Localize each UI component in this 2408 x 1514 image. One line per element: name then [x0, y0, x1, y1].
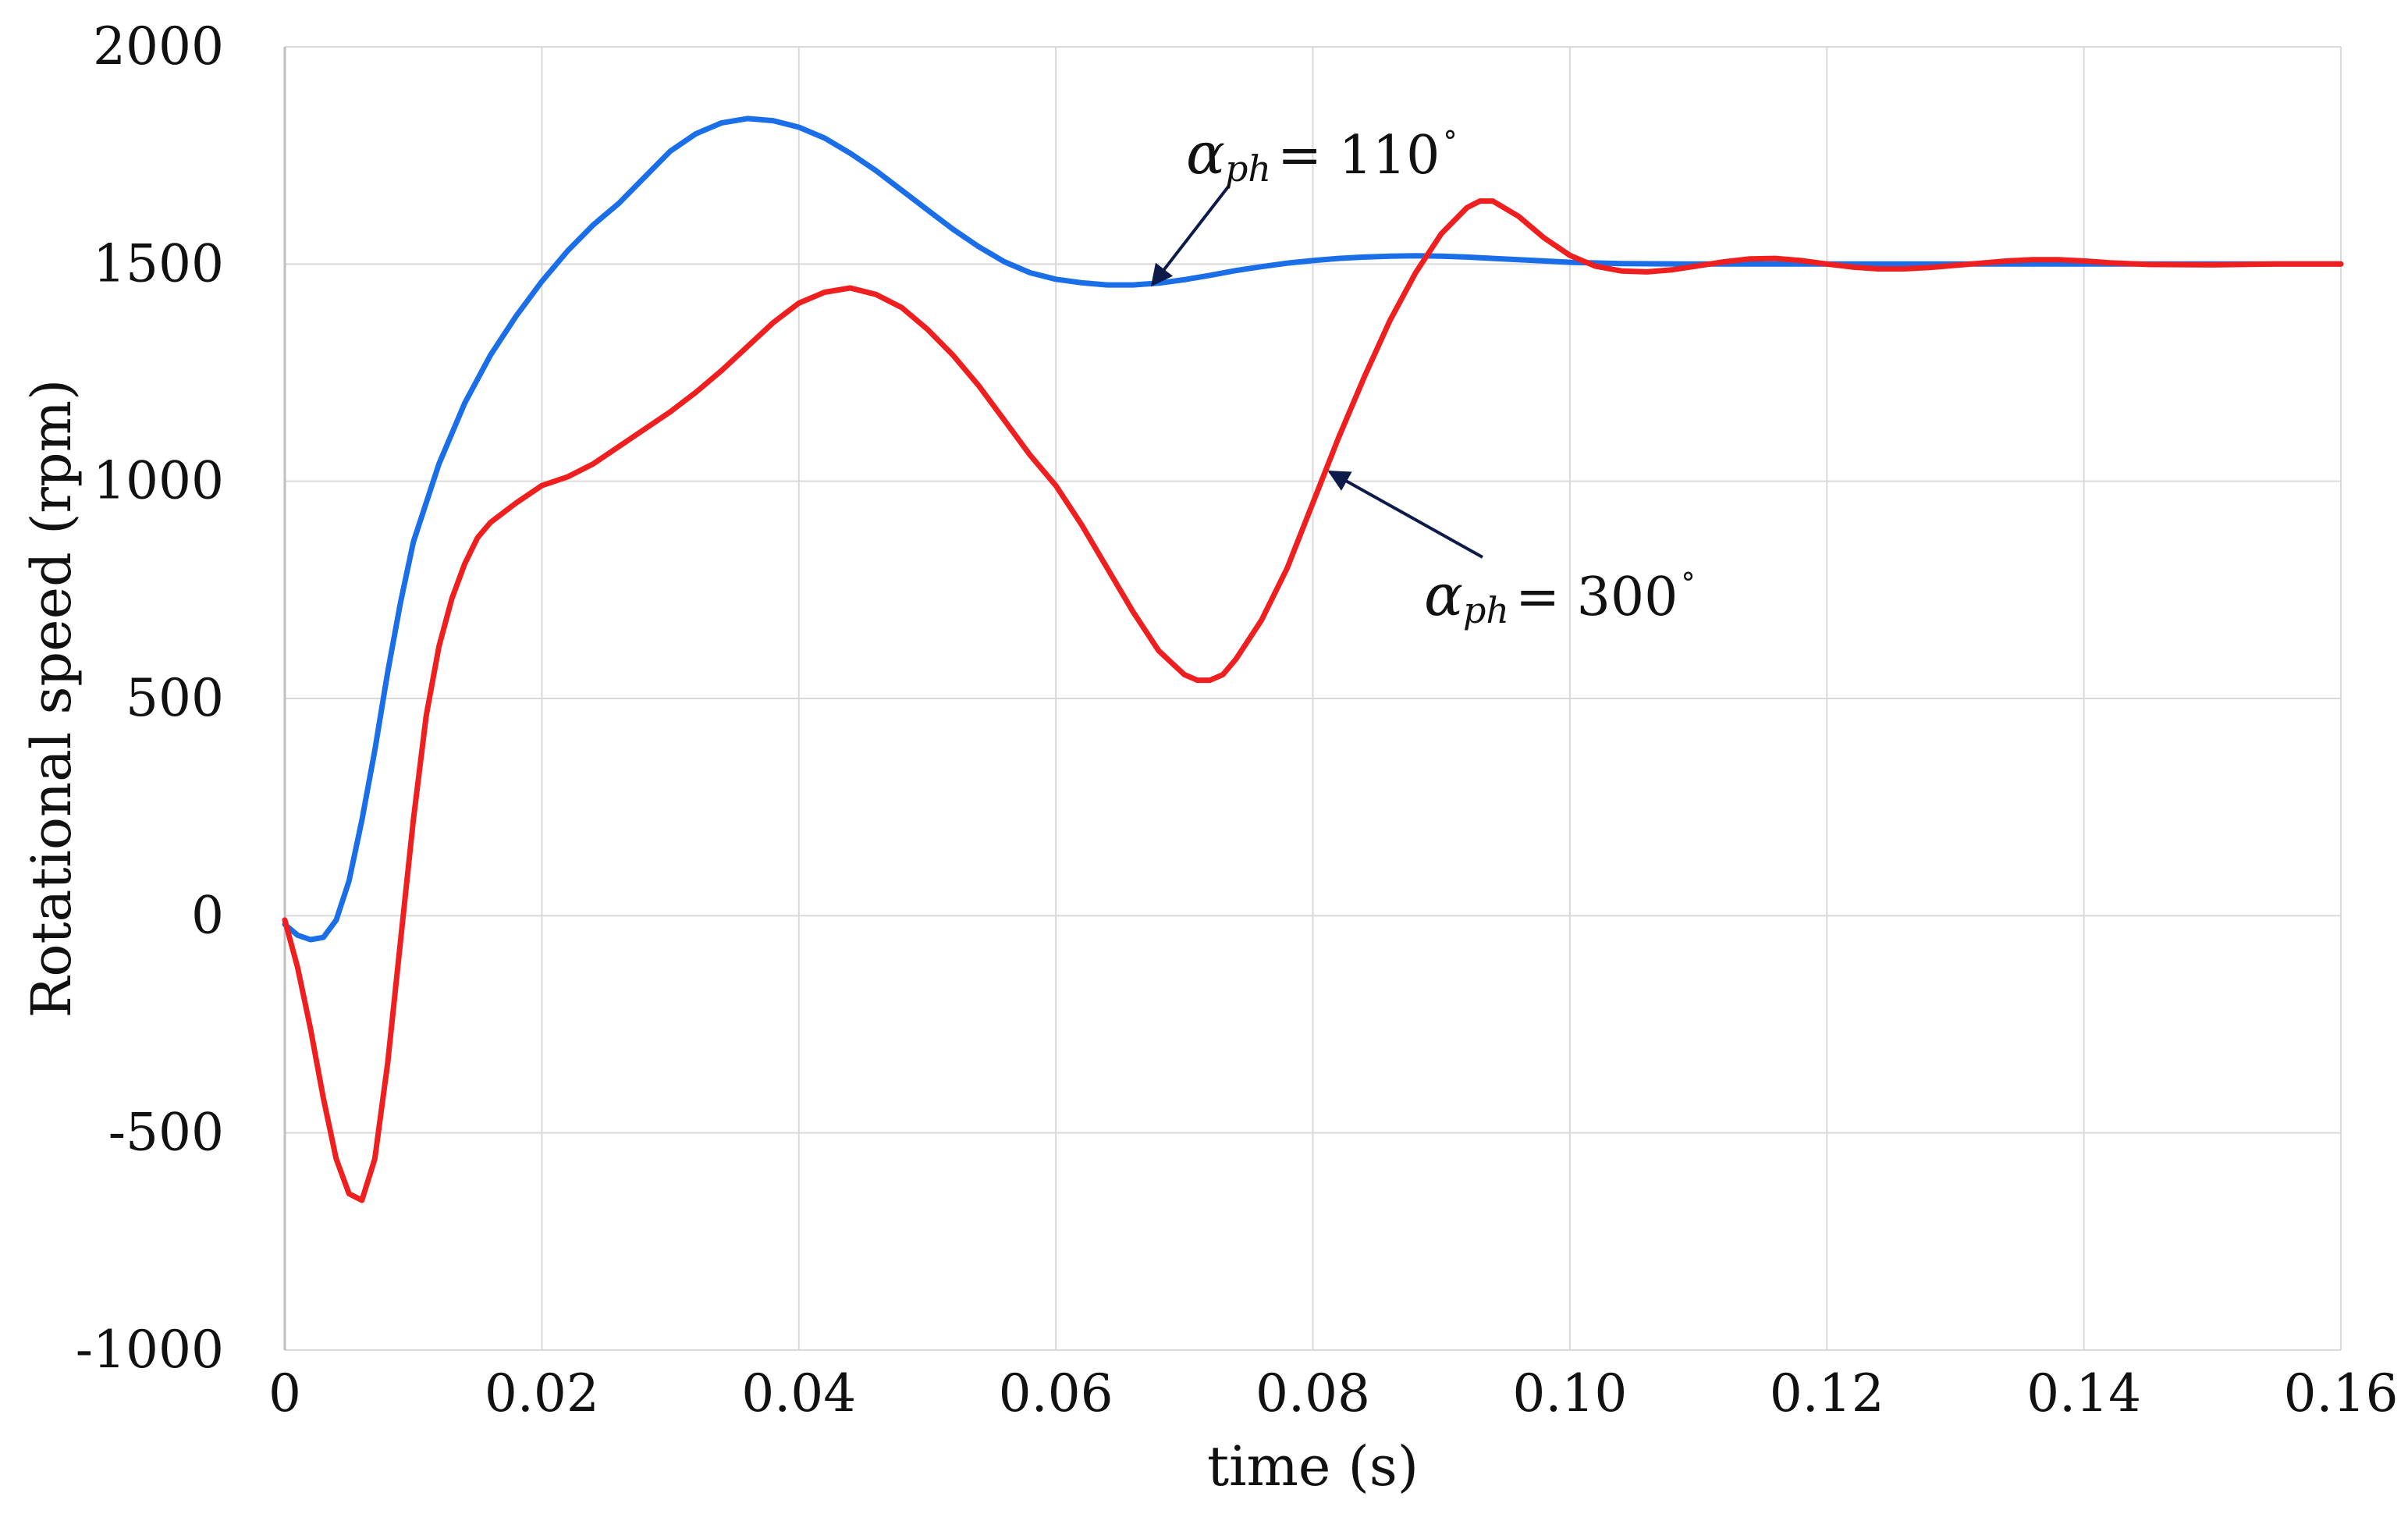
- y-tick-label: 500: [126, 668, 224, 728]
- y-tick-label: 1000: [93, 451, 224, 511]
- x-tick-label: 0.14: [2026, 1363, 2141, 1423]
- annotation-300-arrow: [1327, 470, 1483, 559]
- series-line-300: [282, 198, 2344, 1203]
- series-line-110: [282, 116, 2344, 943]
- annotation-300-value: = 300: [1515, 567, 1678, 628]
- annotation-110-degree: °: [1443, 126, 1457, 158]
- y-tick-label: -1000: [76, 1320, 224, 1380]
- x-axis-title: time (s): [1207, 1434, 1419, 1498]
- x-tick-label: 0.02: [485, 1363, 599, 1423]
- annotations: αph = 110 °αph = 300 °: [1150, 120, 1695, 631]
- grid: [284, 46, 2342, 1351]
- x-tick-label: 0: [268, 1363, 301, 1423]
- y-tick-label: -500: [108, 1103, 224, 1163]
- annotation-300-subscript: ph: [1463, 589, 1509, 631]
- x-tick-label: 0.10: [1512, 1363, 1627, 1423]
- annotation-110-label: αph = 110 °: [1186, 120, 1457, 190]
- annotation-110-greek: α: [1186, 120, 1225, 187]
- tick-labels: 2000 1500 1000 500 0 -500 -1000 0 0.02 0.04 0.06 0.…: [76, 16, 2399, 1423]
- annotation-110-subscript: ph: [1225, 147, 1271, 190]
- y-tick-label: 2000: [93, 16, 224, 76]
- y-axis-title: Rotational speed (rpm): [20, 379, 83, 1018]
- series-group: [282, 116, 2344, 1203]
- y-tick-label: 0: [191, 885, 224, 945]
- x-tick-label: 0.16: [2284, 1363, 2399, 1423]
- x-tick-label: 0.12: [1770, 1363, 1884, 1423]
- annotation-300-label: αph = 300 °: [1424, 562, 1695, 631]
- annotation-300-degree: °: [1681, 568, 1695, 600]
- x-tick-label: 0.08: [1255, 1363, 1370, 1423]
- x-tick-label: 0.04: [741, 1363, 856, 1423]
- annotation-300-greek: α: [1424, 562, 1463, 629]
- y-tick-label: 1500: [93, 233, 224, 293]
- x-tick-label: 0.06: [999, 1363, 1113, 1423]
- annotation-110-value: = 110: [1277, 125, 1440, 187]
- annotation-110-arrow: [1150, 184, 1231, 287]
